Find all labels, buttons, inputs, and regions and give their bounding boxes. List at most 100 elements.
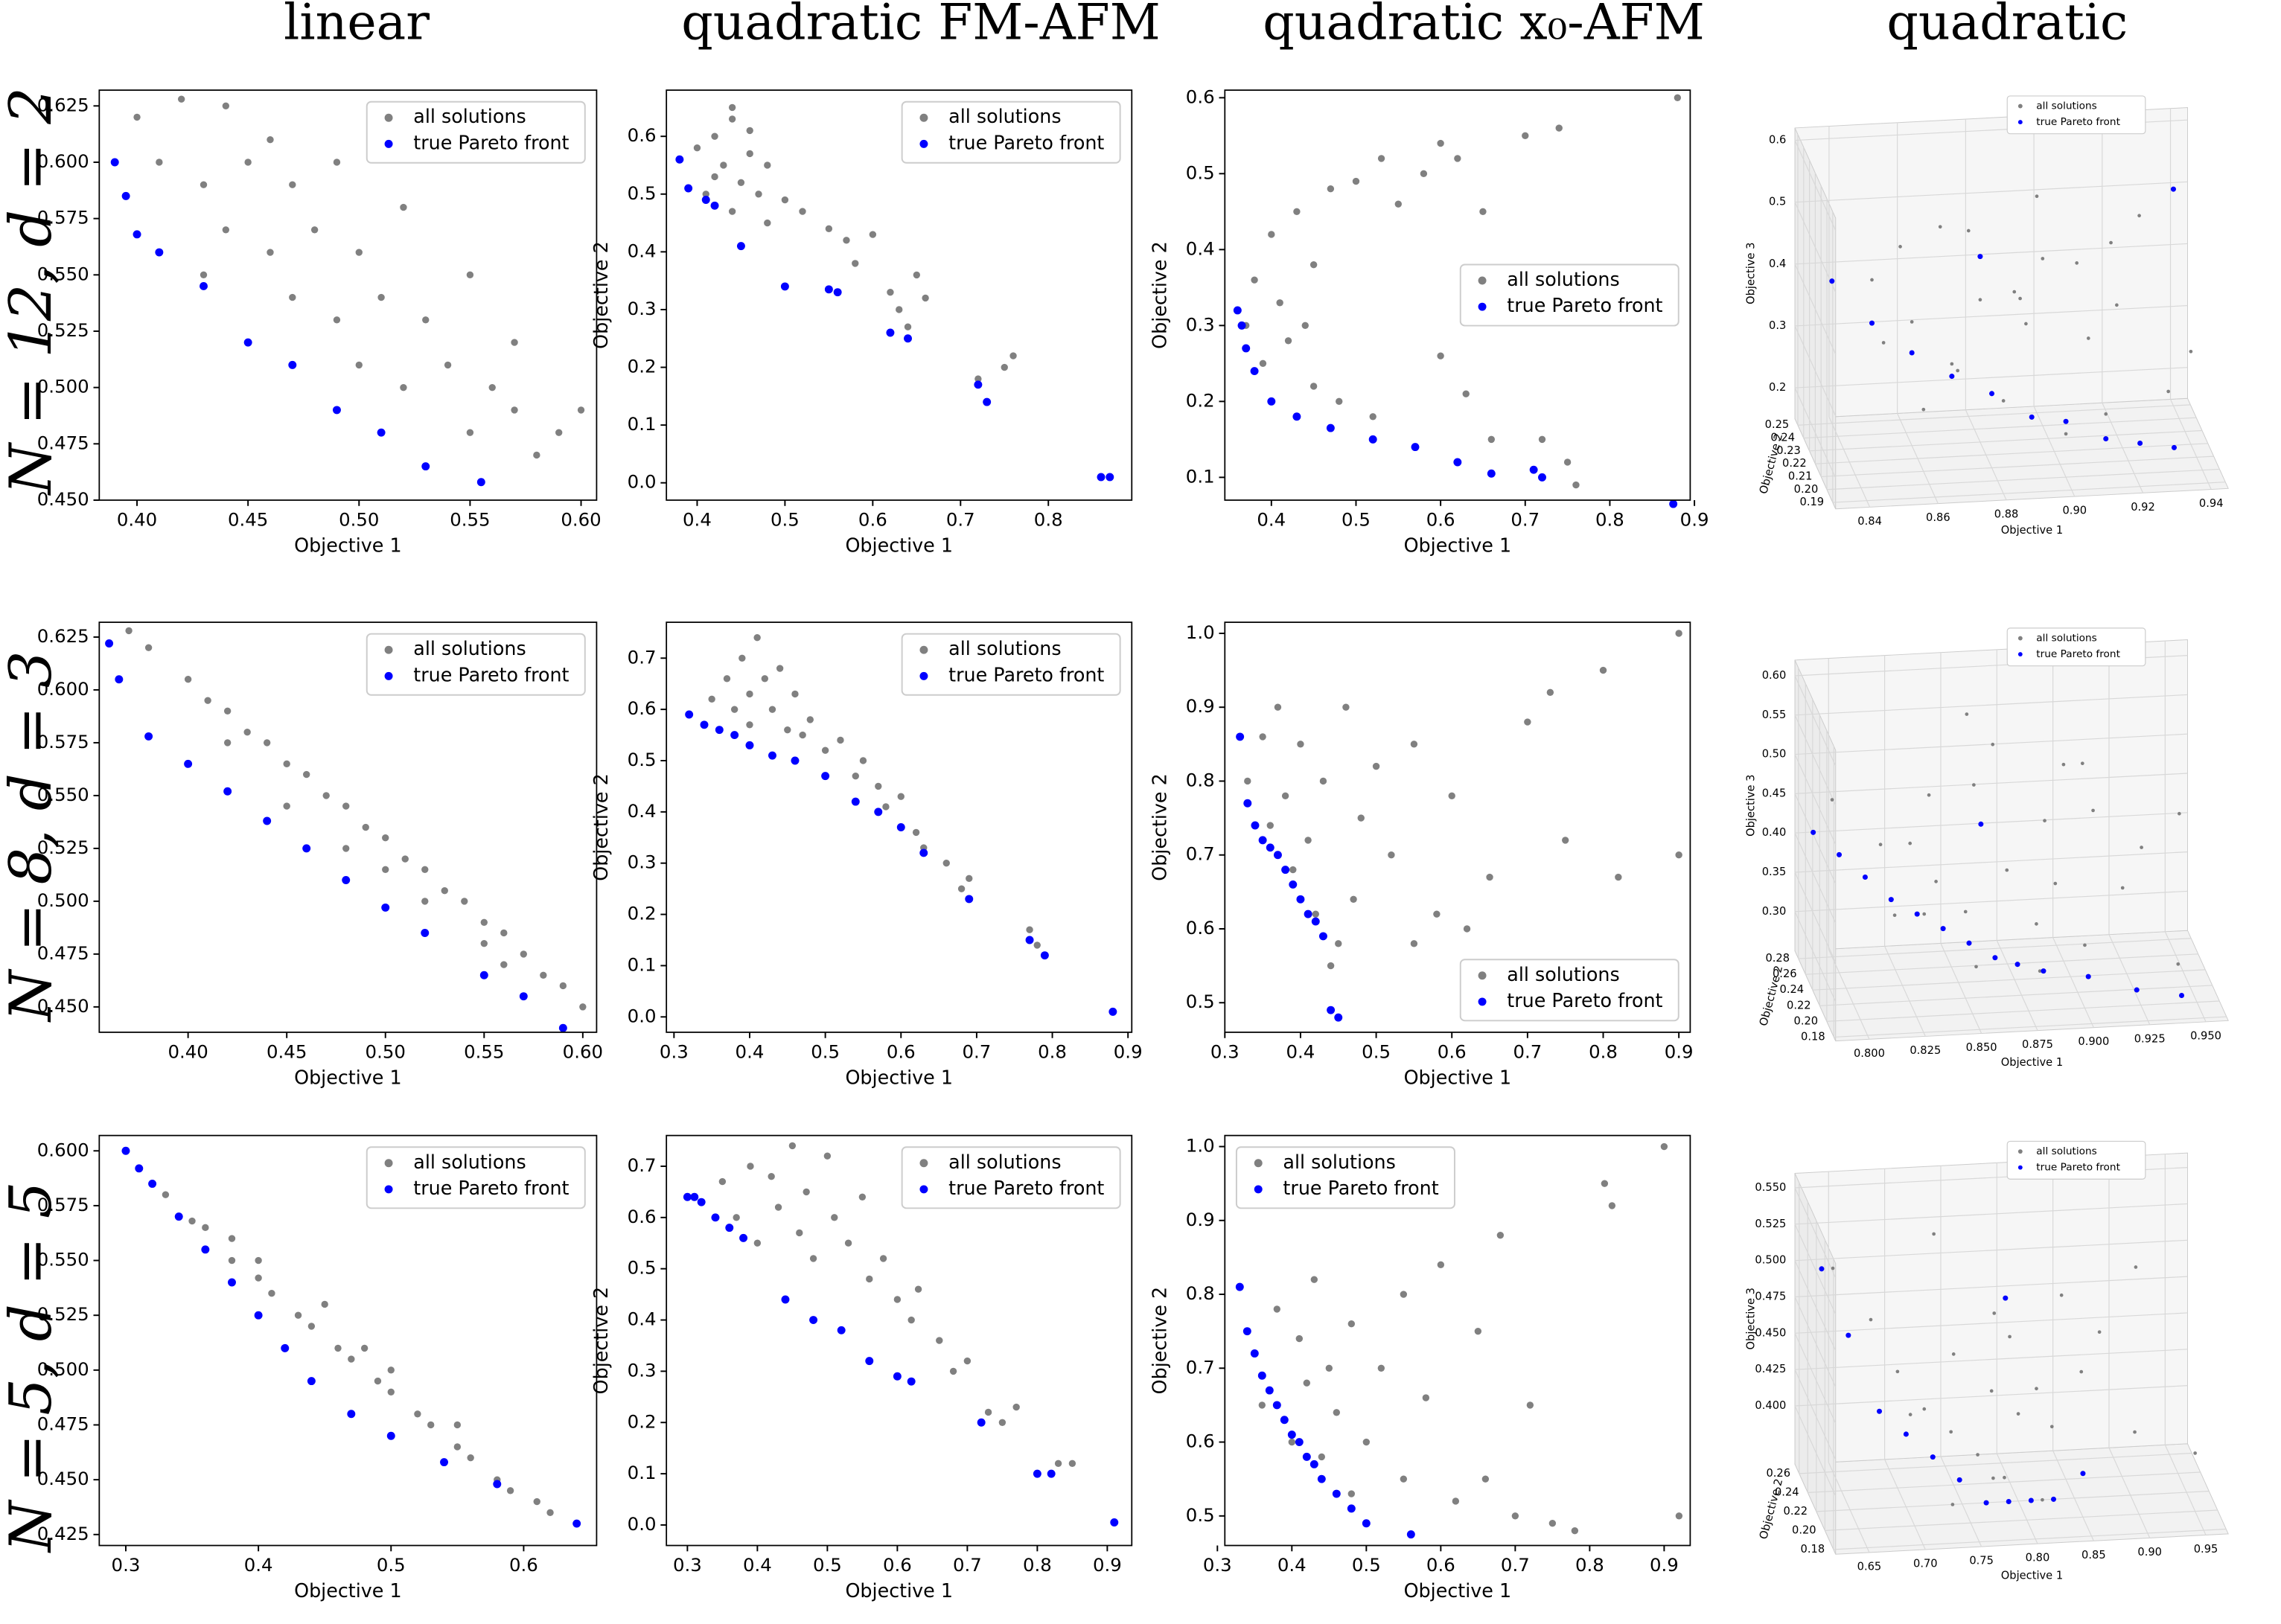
- point: [809, 1255, 817, 1262]
- point: [728, 103, 736, 112]
- point: [488, 383, 496, 391]
- point: [289, 181, 296, 188]
- point: [2109, 240, 2113, 245]
- point: [1009, 352, 1017, 359]
- x-tick-label: 0.60: [563, 1040, 603, 1062]
- grid-line: [1798, 938, 2192, 959]
- point: [875, 782, 882, 790]
- point: [1097, 473, 1106, 482]
- x-tick-label: 0.5: [1352, 1554, 1381, 1576]
- point: [2003, 1295, 2009, 1301]
- point: [1352, 177, 1360, 185]
- plot-frame: [666, 621, 1133, 1033]
- point: [1487, 469, 1496, 478]
- y-tick-label: 0.625: [37, 94, 89, 115]
- point: [480, 918, 488, 926]
- point: [1303, 1379, 1311, 1387]
- y-tick-label: 0.4: [1186, 237, 1215, 259]
- legend-label: true Pareto front: [1283, 1177, 1438, 1199]
- grid-line: [1795, 1276, 2188, 1298]
- legend-marker: [1478, 276, 1487, 285]
- point: [1284, 337, 1292, 345]
- point: [1829, 278, 1835, 284]
- z-tick-label: 0.400: [1755, 1399, 1786, 1412]
- point: [1295, 1334, 1304, 1343]
- y-tick-label: 0.6: [628, 124, 657, 146]
- x-tick-label: 0.95: [2194, 1543, 2218, 1556]
- point: [761, 675, 769, 682]
- point: [479, 971, 488, 979]
- grid-line: [1826, 1000, 2220, 1022]
- point: [1266, 843, 1275, 852]
- point: [1273, 1305, 1280, 1313]
- point: [824, 285, 833, 294]
- point: [866, 1275, 873, 1283]
- point: [1601, 1180, 1609, 1187]
- y-tick-label: 0.7: [628, 646, 657, 668]
- z-axis-label: Objective 3: [1744, 775, 1757, 837]
- x-tick-label: 0.9: [1680, 508, 1709, 530]
- y-tick-label: 0.3: [628, 1359, 657, 1381]
- grid-line: [1795, 1385, 2188, 1407]
- point: [1452, 1497, 1460, 1505]
- point: [886, 328, 895, 337]
- grid-line: [1795, 181, 2188, 203]
- point: [1347, 1320, 1356, 1328]
- grid-line: [1795, 851, 2188, 873]
- point: [2133, 1430, 2137, 1434]
- point: [1474, 1327, 1482, 1335]
- point: [1563, 458, 1572, 466]
- point: [1033, 942, 1041, 949]
- point: [825, 225, 833, 233]
- x-tick-label: 0.8: [1023, 1554, 1052, 1576]
- point: [796, 1229, 803, 1237]
- point: [1273, 851, 1282, 860]
- point: [281, 1343, 290, 1352]
- point: [577, 406, 585, 414]
- z-tick-label: 0.2: [1769, 381, 1786, 394]
- x-tick-label: 0.925: [2134, 1032, 2166, 1045]
- y-tick-label: 0.9: [1186, 695, 1215, 717]
- point: [374, 1377, 382, 1385]
- y-tick-label: 0.7: [628, 1154, 657, 1176]
- x-tick-label: 0.88: [1994, 508, 2019, 520]
- point: [1526, 1401, 1534, 1409]
- point: [440, 1458, 449, 1467]
- grid-line: [2108, 1448, 2151, 1538]
- x-axis-label: Objective 1: [845, 1066, 953, 1088]
- point: [1281, 792, 1289, 800]
- point: [1296, 895, 1305, 904]
- y-tick-label: 0.26: [1766, 1467, 1790, 1480]
- point: [844, 1239, 852, 1247]
- point: [1562, 837, 1569, 844]
- point: [1336, 397, 1343, 406]
- point: [1333, 1409, 1341, 1416]
- point: [1951, 1352, 1956, 1356]
- point: [1831, 1266, 1835, 1270]
- point: [333, 316, 341, 324]
- y-tick-label: 0.18: [1801, 1030, 1825, 1043]
- point: [332, 406, 341, 415]
- legend-marker: [384, 113, 393, 122]
- point: [387, 1388, 395, 1396]
- y-tick-label: 0.550: [37, 784, 89, 805]
- point: [1342, 703, 1350, 711]
- point: [2080, 1471, 2086, 1477]
- point: [1410, 940, 1418, 947]
- point: [177, 95, 185, 103]
- x-tick-label: 0.4: [736, 1040, 765, 1062]
- point: [723, 675, 731, 682]
- point: [254, 1311, 263, 1320]
- point: [1977, 254, 1983, 260]
- point: [2003, 1475, 2006, 1480]
- point: [1319, 777, 1327, 785]
- x-tick-label: 0.4: [244, 1554, 273, 1576]
- point: [1280, 1416, 1289, 1425]
- point: [1881, 341, 1886, 345]
- point: [263, 739, 271, 747]
- x-tick-label: 0.60: [561, 508, 601, 530]
- legend-label: true Pareto front: [2036, 1162, 2120, 1174]
- grid-line: [1794, 715, 1837, 806]
- point: [519, 992, 528, 1001]
- y-tick-label: 0.0: [628, 1005, 657, 1026]
